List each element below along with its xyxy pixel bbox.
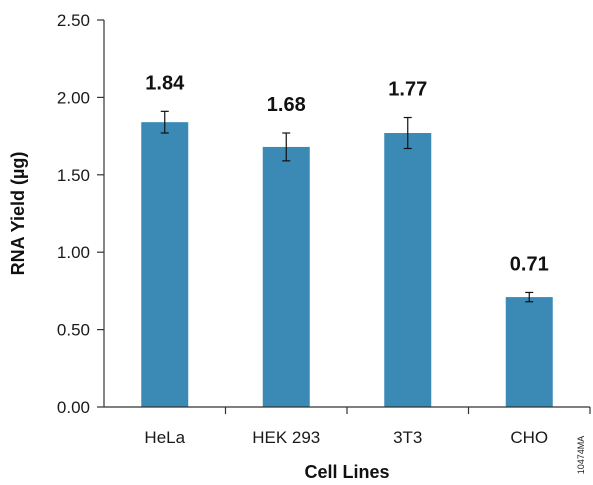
error-bars xyxy=(160,110,534,303)
y-axis-ticks: 0.00 0.50 1.00 1.50 2.00 2.50 xyxy=(57,11,104,417)
data-label: 1.84 xyxy=(145,72,185,94)
y-tick-label: 1.00 xyxy=(57,243,90,262)
data-label: 1.68 xyxy=(267,94,306,116)
bar-3t3 xyxy=(384,133,432,407)
data-label: 1.77 xyxy=(388,79,427,101)
bar-cho xyxy=(505,297,553,407)
y-tick-label: 1.50 xyxy=(57,166,90,185)
y-tick-label: 0.50 xyxy=(57,321,90,340)
y-tick-label: 2.00 xyxy=(57,88,90,107)
data-labels: 1.84 1.68 1.77 0.71 xyxy=(145,72,548,275)
error-bar xyxy=(160,110,169,134)
data-label: 0.71 xyxy=(510,253,549,275)
y-tick-label: 0.00 xyxy=(57,398,90,417)
x-tick-label: 3T3 xyxy=(393,428,422,447)
error-bar xyxy=(403,116,412,150)
y-tick-label: 2.50 xyxy=(57,11,90,30)
bar-hela xyxy=(141,122,189,407)
error-bar xyxy=(282,132,291,162)
figure-code-label: 10474MA xyxy=(576,436,586,475)
y-axis-title: RNA Yield (µg) xyxy=(8,152,28,276)
x-tick-label: HEK 293 xyxy=(252,428,320,447)
x-tick-label: CHO xyxy=(510,428,548,447)
x-tick-label: HeLa xyxy=(144,428,185,447)
x-axis-ticks: HeLa HEK 293 3T3 CHO xyxy=(144,407,591,447)
bar-hek-293 xyxy=(262,146,310,407)
x-axis-title: Cell Lines xyxy=(304,462,389,482)
bars xyxy=(141,122,553,407)
error-bar xyxy=(525,291,534,303)
